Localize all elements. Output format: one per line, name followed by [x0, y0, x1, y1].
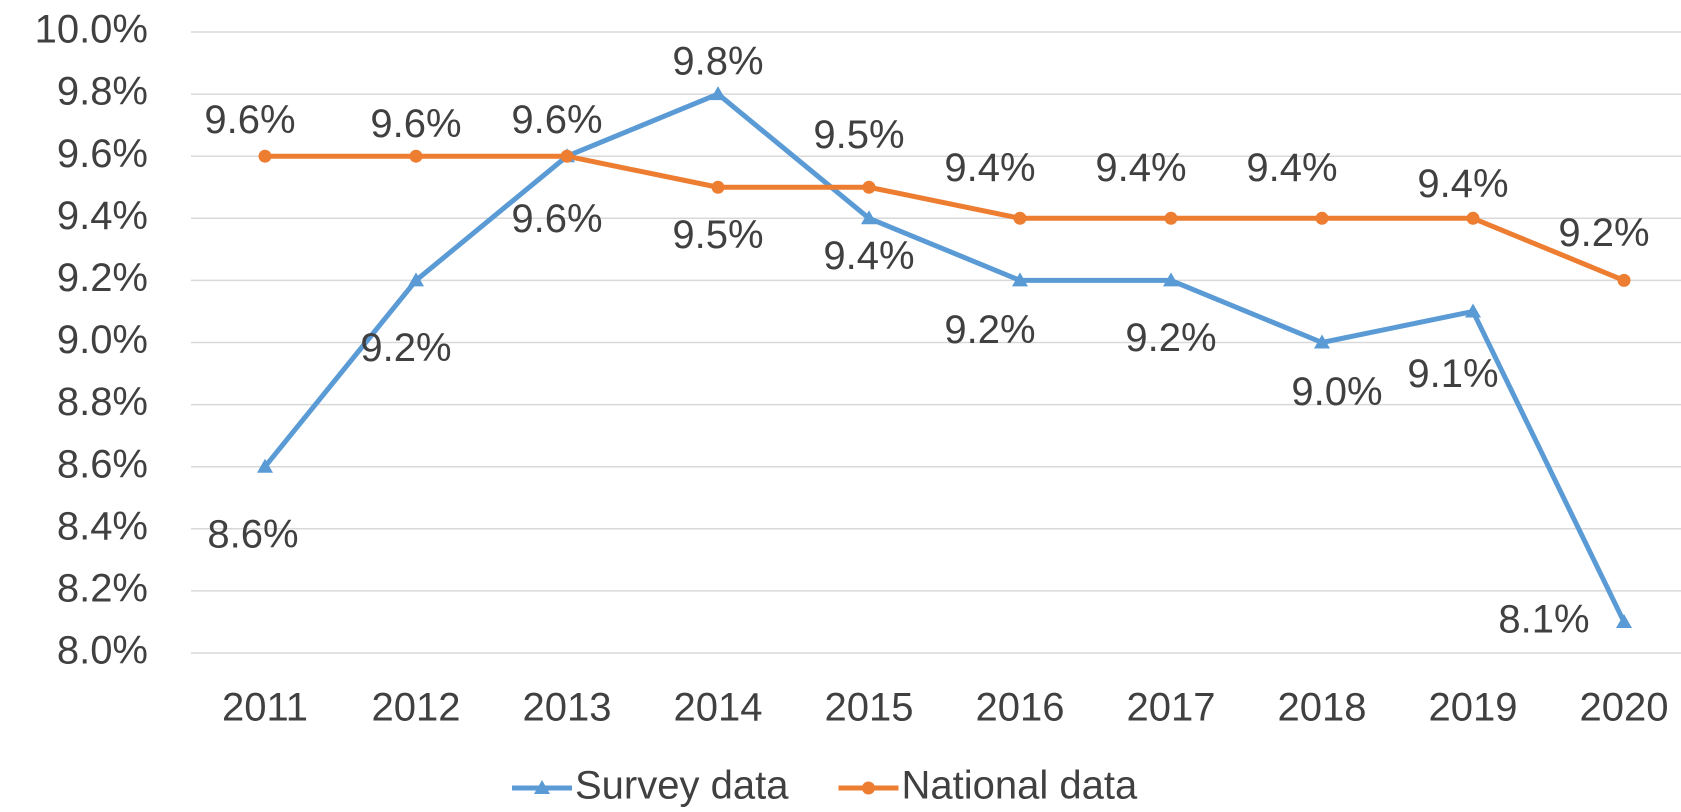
point	[1315, 211, 1329, 225]
data-label: 9.0%	[1291, 370, 1382, 414]
x-tick-label: 2012	[372, 686, 461, 730]
x-tick-label: 2011	[222, 686, 308, 730]
point	[711, 180, 725, 194]
data-label: 9.6%	[204, 98, 295, 142]
data-label: 9.4%	[1417, 162, 1508, 206]
y-tick-label: 8.4%	[57, 504, 148, 548]
data-label: 9.1%	[1407, 352, 1498, 396]
data-label: 9.4%	[944, 146, 1035, 190]
y-tick-label: 9.2%	[57, 256, 148, 300]
y-tick-label: 9.4%	[57, 194, 148, 238]
data-label: 9.2%	[944, 308, 1035, 352]
x-tick-label: 2016	[976, 686, 1065, 730]
series-line	[265, 153, 1625, 283]
data-label: 9.8%	[672, 40, 763, 84]
data-label: 9.2%	[1558, 211, 1649, 255]
series-line	[263, 91, 1627, 624]
data-label: 9.4%	[1246, 146, 1337, 190]
point	[1616, 613, 1632, 628]
x-tick-label: 2017	[1127, 686, 1216, 730]
data-label: 9.2%	[360, 326, 451, 370]
x-tick-label: 2018	[1278, 686, 1367, 730]
y-tick-label: 9.8%	[57, 70, 148, 114]
point	[1465, 303, 1481, 318]
x-tick-label: 2020	[1580, 686, 1669, 730]
data-label: 9.5%	[813, 113, 904, 157]
y-tick-label: 8.0%	[57, 629, 148, 673]
y-tick-label: 9.6%	[57, 132, 148, 176]
data-label: 9.4%	[823, 234, 914, 278]
point	[258, 149, 272, 163]
legend-label: Survey data	[575, 764, 789, 808]
data-label: 9.6%	[511, 197, 602, 241]
x-tick-label: 2015	[825, 686, 914, 730]
legend-label: National data	[901, 764, 1137, 808]
point	[861, 210, 877, 225]
data-label: 9.6%	[370, 102, 461, 146]
x-tick-label: 2014	[674, 686, 763, 730]
data-label: 8.6%	[207, 512, 298, 556]
data-label: 8.1%	[1498, 598, 1589, 642]
point	[862, 180, 876, 194]
point	[560, 149, 574, 163]
legend-marker	[861, 781, 875, 795]
data-label: 9.6%	[511, 98, 602, 142]
y-tick-label: 8.6%	[57, 442, 148, 486]
legend-marker	[534, 780, 550, 794]
point	[1163, 272, 1179, 287]
point	[409, 149, 423, 163]
data-label: 9.5%	[672, 213, 763, 257]
y-tick-label: 9.0%	[57, 318, 148, 362]
data-label: 9.4%	[1095, 146, 1186, 190]
y-tick-label: 8.2%	[57, 566, 148, 610]
point	[1466, 211, 1480, 225]
point	[1314, 334, 1330, 349]
x-tick-label: 2019	[1429, 686, 1518, 730]
y-tick-label: 10.0%	[35, 8, 148, 52]
point	[257, 458, 273, 473]
point	[408, 272, 424, 287]
point	[1164, 211, 1178, 225]
point	[710, 86, 726, 101]
data-label: 9.2%	[1125, 316, 1216, 360]
x-tick-label: 2013	[523, 686, 612, 730]
point	[1012, 272, 1028, 287]
point	[1617, 273, 1631, 287]
y-tick-label: 8.8%	[57, 380, 148, 424]
point	[1013, 211, 1027, 225]
